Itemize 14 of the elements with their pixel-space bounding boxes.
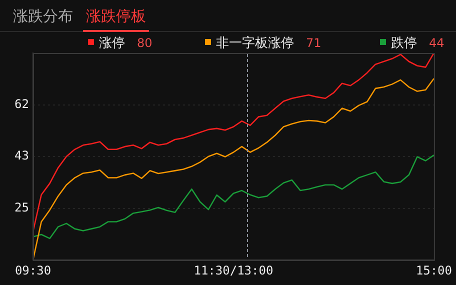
y-tick-label: 62 xyxy=(14,96,29,111)
y-tick-label: 25 xyxy=(14,200,29,214)
text: 80 xyxy=(137,36,152,50)
y-tick-label: 43 xyxy=(14,148,29,163)
legend-label: 非一字板涨停 xyxy=(216,36,294,51)
chart-subtitle: 涨跌分布 xyxy=(13,6,73,26)
text: 71 xyxy=(306,36,322,50)
legend-label: 涨停 xyxy=(99,36,125,51)
x-tick-label: 15:00 xyxy=(416,263,452,278)
x-tick-label: 09:30 xyxy=(14,263,52,278)
legend-label: 跌停 xyxy=(391,36,417,51)
text: 44 xyxy=(429,36,444,50)
x-tick-label: 11:30/13:00 xyxy=(194,263,274,278)
chart-title: 涨跌停板 xyxy=(83,6,149,32)
